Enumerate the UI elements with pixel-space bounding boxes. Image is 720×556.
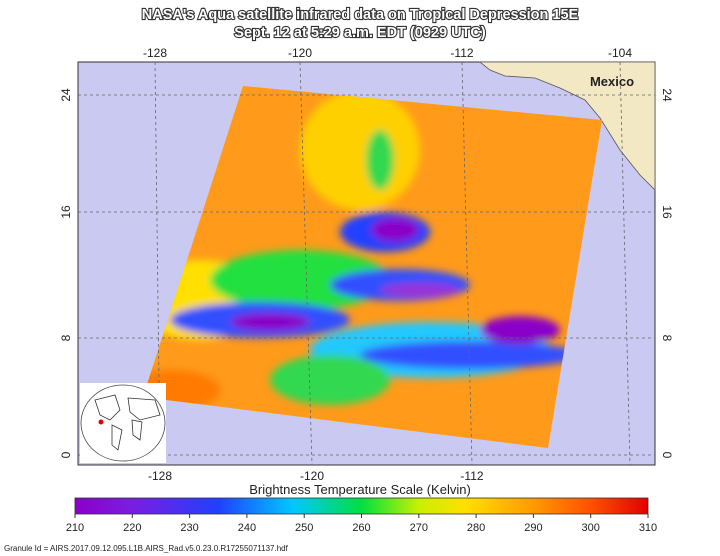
lat-label-right: 8 bbox=[660, 335, 674, 342]
colorbar-title: Brightness Temperature Scale (Kelvin) bbox=[249, 482, 471, 497]
map: Mexico -128 -120 -112 -104 -128 -120 -11… bbox=[59, 46, 674, 483]
colorbar-tick-label: 290 bbox=[524, 522, 542, 534]
lon-label-bottom: -112 bbox=[460, 469, 483, 483]
colorbar-tick-label: 280 bbox=[467, 522, 485, 534]
lon-label-bottom: -128 bbox=[148, 469, 172, 483]
lat-label-left: 24 bbox=[59, 88, 73, 102]
lat-label-right: 0 bbox=[660, 452, 674, 459]
colorbar-tick-label: 270 bbox=[410, 522, 428, 534]
colorbar-tick-label: 260 bbox=[352, 522, 370, 534]
colorbar-tick-label: 240 bbox=[238, 522, 256, 534]
footer: Granule Id = AIRS.2017.09.12.095.L1B.AIR… bbox=[4, 544, 289, 553]
colorbar-tick-label: 300 bbox=[582, 522, 600, 534]
place-label: Mexico bbox=[590, 74, 634, 89]
lat-label-right: 16 bbox=[660, 205, 674, 219]
land-mexico bbox=[478, 61, 656, 191]
colorbar-tick-label: 310 bbox=[639, 522, 657, 534]
title-line-2: Sept. 12 at 5:29 a.m. EDT (0929 UTC) bbox=[234, 25, 486, 41]
inset-world-map bbox=[80, 383, 166, 463]
lon-label-top: -112 bbox=[450, 46, 473, 60]
lon-label-bottom: -120 bbox=[300, 469, 324, 483]
lat-label-left: 8 bbox=[59, 334, 73, 341]
colorbar-tick-label: 220 bbox=[123, 522, 141, 534]
colorbar-tick-label: 230 bbox=[180, 522, 198, 534]
lon-label-top: -120 bbox=[288, 46, 312, 60]
lat-label-left: 16 bbox=[59, 205, 73, 219]
lon-label-top: -104 bbox=[608, 46, 632, 60]
colorbar bbox=[74, 497, 649, 515]
colorbar-ticks: 210 220 230 240 250 260 270 280 290 300 310 bbox=[66, 514, 657, 534]
colorbar-tick-label: 250 bbox=[295, 522, 313, 534]
lat-label-left: 0 bbox=[59, 451, 73, 458]
lon-label-top: -128 bbox=[143, 46, 167, 60]
title-line-1: NASA's Aqua satellite infrared data on T… bbox=[142, 7, 579, 23]
colorbar-tick-label: 210 bbox=[66, 522, 84, 534]
lat-label-right: 24 bbox=[660, 88, 674, 102]
graticule bbox=[78, 61, 655, 466]
swath bbox=[143, 86, 602, 448]
